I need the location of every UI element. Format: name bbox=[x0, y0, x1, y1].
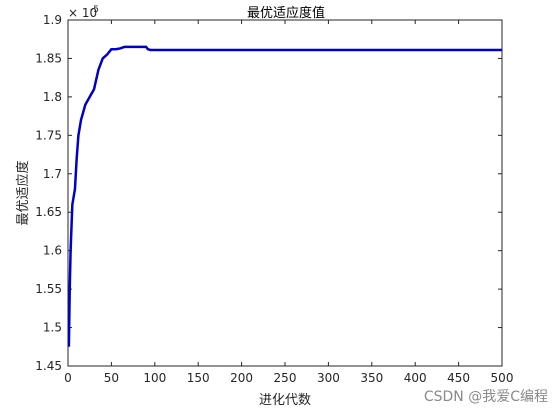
plot-area bbox=[67, 19, 503, 367]
x-axis-label: 进化代数 bbox=[259, 393, 311, 408]
y-exponent-power: -5 bbox=[90, 5, 99, 15]
series-group bbox=[67, 45, 502, 347]
y-tick-label: 1.9 bbox=[43, 13, 62, 27]
x-tick-label: 150 bbox=[187, 371, 210, 385]
y-tick-label: 1.55 bbox=[35, 282, 62, 296]
x-tick-label: 250 bbox=[274, 371, 297, 385]
x-tick-label: 300 bbox=[317, 371, 340, 385]
y-exponent-label: × 10 -5 bbox=[68, 5, 99, 20]
series-line-0 bbox=[67, 45, 502, 347]
x-tick-label: 200 bbox=[230, 371, 253, 385]
x-tick-label: 350 bbox=[360, 371, 383, 385]
y-exponent-base: × 10 bbox=[68, 6, 97, 20]
y-tick-label: 1.5 bbox=[43, 321, 62, 335]
y-tick-label: 1.8 bbox=[43, 90, 62, 104]
x-tick-label: 0 bbox=[64, 371, 72, 385]
y-axis: 1.45 1.5 1.55 1.6 1.65 1.7 1.75 1.8 1.85 1.9 bbox=[35, 13, 502, 373]
y-tick-label: 1.85 bbox=[35, 51, 62, 65]
x-axis: 0 50 100 150 200 250 300 350 400 450 500 bbox=[64, 20, 513, 385]
x-tick-label: 400 bbox=[404, 371, 427, 385]
y-tick-label: 1.65 bbox=[35, 205, 62, 219]
x-tick-label: 500 bbox=[491, 371, 514, 385]
x-tick-label: 450 bbox=[447, 371, 470, 385]
y-tick-label: 1.75 bbox=[35, 128, 62, 142]
x-tick-label: 100 bbox=[143, 371, 166, 385]
y-tick-label: 1.45 bbox=[35, 359, 62, 373]
y-axis-label: 最优适应度 bbox=[15, 160, 31, 225]
x-tick-label: 50 bbox=[104, 371, 119, 385]
y-tick-label: 1.6 bbox=[43, 244, 62, 258]
csdn-watermark: CSDN @我爱C编程 bbox=[424, 389, 548, 405]
chart-title: 最优适应度值 bbox=[247, 5, 325, 21]
y-tick-label: 1.7 bbox=[43, 167, 62, 181]
